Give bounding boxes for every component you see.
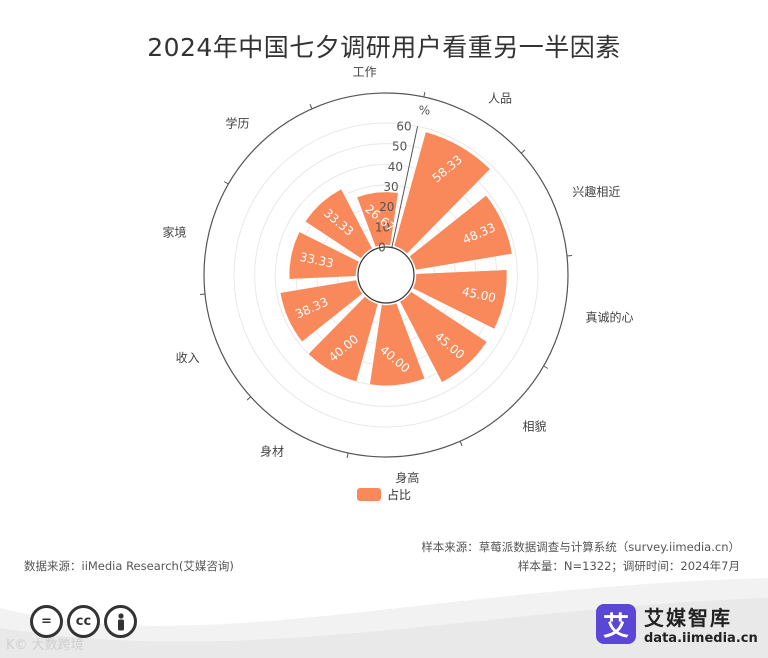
radial-tick-label: 0 <box>378 241 386 255</box>
watermark-text: K© 大数跨境 <box>6 638 84 653</box>
data-source-text: 数据来源：iiMedia Research(艾媒咨询) <box>24 559 234 573</box>
outer-tick <box>246 396 252 401</box>
radial-tick-label: 60 <box>396 119 411 133</box>
bar-家境 <box>288 231 360 280</box>
outer-tick <box>199 293 206 296</box>
category-label: 家境 <box>162 225 186 240</box>
brand-block: 艾 艾媒智库 data.iimedia.cn <box>596 602 758 646</box>
license-icons: = cc <box>30 605 137 638</box>
person-license-icon <box>104 605 137 638</box>
category-label: 身高 <box>395 470 419 485</box>
radial-tick-label: 10 <box>375 220 390 234</box>
bar-工作 <box>356 191 399 248</box>
equals-license-icon: = <box>30 605 63 638</box>
radial-tick-label: 20 <box>379 200 394 214</box>
outer-tick <box>423 91 426 98</box>
brand-url: data.iimedia.cn <box>644 631 758 646</box>
cc-license-icon: cc <box>67 605 100 638</box>
outer-tick <box>346 452 349 459</box>
bar-身高 <box>369 302 426 386</box>
chart-title: 2024年中国七夕调研用户看重另一半因素 <box>147 33 621 62</box>
radial-unit-label: % <box>419 104 430 118</box>
value-label: 45.00 <box>461 284 498 305</box>
outer-tick <box>459 441 463 447</box>
sample-source-text: 样本来源：草莓派数据调查与计算系统（survey.iimedia.cn） <box>421 540 740 554</box>
bar-相貌 <box>399 291 488 383</box>
bar-收入 <box>279 279 363 343</box>
category-label: 工作 <box>353 65 377 79</box>
outer-tick <box>520 149 526 154</box>
brand-name: 艾媒智库 <box>644 606 732 630</box>
bar-兴趣相近 <box>409 195 513 271</box>
radial-tick-label: 40 <box>388 160 403 174</box>
brand-logo: 艾 <box>596 604 636 644</box>
category-label: 真诚的心 <box>586 309 634 324</box>
inner-hole-circle <box>357 246 415 304</box>
bar-学历 <box>304 188 373 259</box>
legend-label: 占比 <box>387 487 412 502</box>
category-label: 兴趣相近 <box>572 184 620 199</box>
grid-circle <box>233 122 539 428</box>
chart-legend[interactable]: 占比 <box>357 486 411 502</box>
outer-tick <box>543 365 549 369</box>
bar-人品 <box>393 131 491 254</box>
outer-tick <box>223 181 229 185</box>
outer-tick <box>566 254 573 257</box>
value-label: 33.33 <box>298 250 335 271</box>
outer-frame-circle <box>203 92 569 458</box>
radial-axis-line <box>391 126 419 248</box>
polar-bar-chart: 0102030405060%58.3348.3345.0045.0040.004… <box>162 65 634 485</box>
sample-info-text: 样本量：N=1322；调研时间：2024年7月 <box>517 559 740 573</box>
legend-swatch <box>357 487 381 501</box>
outer-tick <box>309 103 313 109</box>
radial-tick-label: 50 <box>392 140 407 154</box>
footer-wave-decoration <box>0 578 768 658</box>
category-label: 学历 <box>225 115 249 130</box>
bar-身材 <box>308 296 379 382</box>
radial-tick-label: 30 <box>383 180 398 194</box>
category-label: 身材 <box>260 444 284 459</box>
category-label: 相貌 <box>523 419 547 434</box>
grid-circle <box>254 143 518 407</box>
bar-真诚的心 <box>412 269 508 330</box>
category-label: 人品 <box>488 91 512 105</box>
category-label: 收入 <box>176 351 200 365</box>
